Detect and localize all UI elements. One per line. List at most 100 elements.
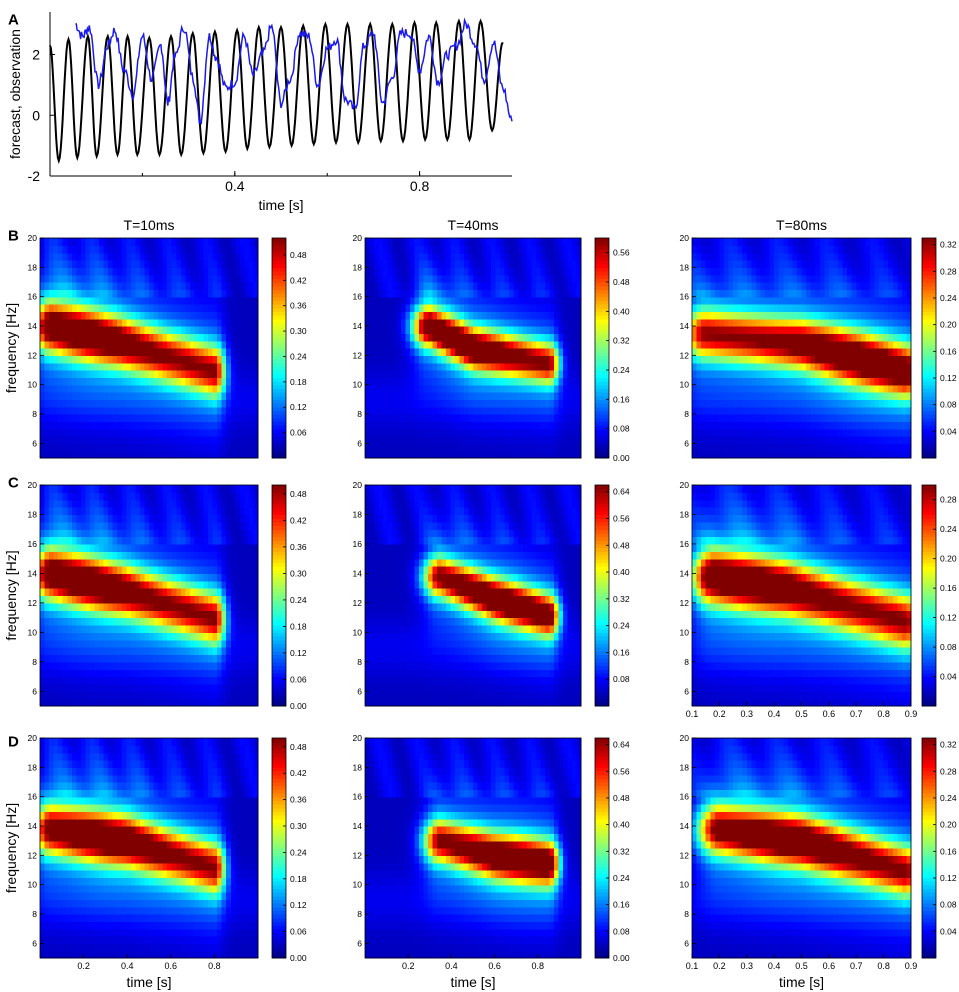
heatmap-cell xyxy=(495,348,501,356)
heatmap-cell xyxy=(563,399,569,408)
heatmap-cell xyxy=(796,333,803,342)
heatmap-cell xyxy=(531,282,537,290)
heatmap-cell xyxy=(235,384,241,393)
series-observation-line xyxy=(75,17,513,125)
heatmap-cell xyxy=(819,304,825,312)
heatmap-cell xyxy=(495,392,501,400)
heatmap-cell xyxy=(714,421,720,430)
heatmap-cell xyxy=(851,326,857,334)
heatmap-cell xyxy=(815,421,821,430)
heatmap-cell xyxy=(432,370,438,378)
heatmap-cell xyxy=(248,355,255,364)
heatmap-cell xyxy=(189,399,196,408)
heatmap-cell xyxy=(139,414,146,422)
heatmap-cell xyxy=(121,267,127,276)
heatmap-cell xyxy=(158,274,164,283)
heatmap-cell xyxy=(226,289,232,298)
heatmap-cell xyxy=(751,362,757,371)
heatmap-cell xyxy=(696,296,702,305)
heatmap-cell xyxy=(549,245,555,254)
heatmap-cell xyxy=(572,370,578,378)
heatmap-cell xyxy=(67,632,73,641)
heatmap-cell xyxy=(153,326,159,334)
heatmap-cell xyxy=(851,252,857,261)
heatmap-cell xyxy=(149,260,155,268)
heatmap-cell xyxy=(751,377,757,386)
heatmap-cell xyxy=(62,632,68,641)
heatmap-cell xyxy=(67,260,73,268)
heatmap-cell xyxy=(504,428,510,437)
heatmap-cell xyxy=(221,362,227,371)
y-tick-label: 2 xyxy=(32,47,40,63)
heatmap-cell xyxy=(719,370,725,378)
heatmap-cell xyxy=(723,355,730,364)
heatmap-cell xyxy=(554,348,560,356)
heatmap-cell xyxy=(833,252,839,261)
heatmap-cell xyxy=(545,414,551,422)
heatmap-cell xyxy=(176,421,182,430)
heatmap-cell xyxy=(455,252,461,261)
heatmap-cell xyxy=(710,421,716,430)
heatmap-cell xyxy=(536,355,542,364)
heatmap-cell xyxy=(208,414,214,422)
heatmap-cell xyxy=(176,260,182,268)
heatmap-cell xyxy=(828,436,835,444)
heatmap-cell xyxy=(185,414,191,422)
heatmap-cell xyxy=(509,340,515,349)
heatmap-cell xyxy=(365,406,371,415)
heatmap-cell xyxy=(455,296,461,305)
colorbar-swatch xyxy=(922,392,936,397)
heatmap-cell xyxy=(365,245,371,254)
heatmap-cell xyxy=(828,384,835,393)
heatmap-cell xyxy=(563,326,569,334)
heatmap-cell xyxy=(906,333,912,342)
heatmap-cell xyxy=(531,318,537,327)
heatmap-cell xyxy=(235,274,241,283)
heatmap-cell xyxy=(117,282,123,290)
heatmap-cell xyxy=(369,274,375,283)
colorbar-swatch xyxy=(595,443,609,448)
colorbar-swatch xyxy=(922,238,936,243)
heatmap-cell xyxy=(567,326,573,334)
heatmap-cell xyxy=(62,377,68,386)
heatmap-cell xyxy=(567,340,573,349)
heatmap-cell xyxy=(828,245,835,254)
heatmap-cell xyxy=(419,384,425,393)
heatmap-cell xyxy=(883,238,889,246)
heatmap-cell xyxy=(824,267,830,276)
heatmap-cell xyxy=(856,289,862,298)
heatmap-cell xyxy=(518,421,524,430)
heatmap-cell xyxy=(495,443,501,452)
heatmap-cell xyxy=(851,436,857,444)
heatmap-cell xyxy=(208,333,214,342)
heatmap-cell xyxy=(531,436,537,444)
heatmap-cell xyxy=(851,355,857,364)
heatmap-cell xyxy=(714,428,720,437)
heatmap-cell xyxy=(473,318,479,327)
heatmap-cell xyxy=(71,551,77,560)
heatmap-cell xyxy=(536,326,542,334)
heatmap-cell xyxy=(572,450,578,459)
heatmap-cell xyxy=(441,238,447,246)
heatmap-cell xyxy=(769,252,775,261)
heatmap-cell xyxy=(67,573,73,582)
heatmap-cell xyxy=(167,340,173,349)
heatmap-cell xyxy=(888,406,894,415)
heatmap-cell xyxy=(99,333,105,342)
heatmap-cell xyxy=(71,661,77,670)
colorbar-swatch xyxy=(922,285,936,290)
heatmap-cell xyxy=(53,617,59,626)
colorbar-swatch xyxy=(922,241,936,246)
heatmap-cell xyxy=(89,252,96,261)
heatmap-cell xyxy=(824,384,830,393)
heatmap-cell xyxy=(419,428,425,437)
heatmap-cell xyxy=(171,304,177,312)
heatmap-cell xyxy=(423,282,429,290)
heatmap-cell xyxy=(67,514,73,523)
heatmap-cell xyxy=(746,296,752,305)
heatmap-cell xyxy=(239,362,245,371)
heatmap-cell xyxy=(491,260,497,268)
heatmap-cell xyxy=(99,252,105,261)
colorbar-swatch xyxy=(595,362,609,367)
heatmap-cell xyxy=(737,304,743,312)
